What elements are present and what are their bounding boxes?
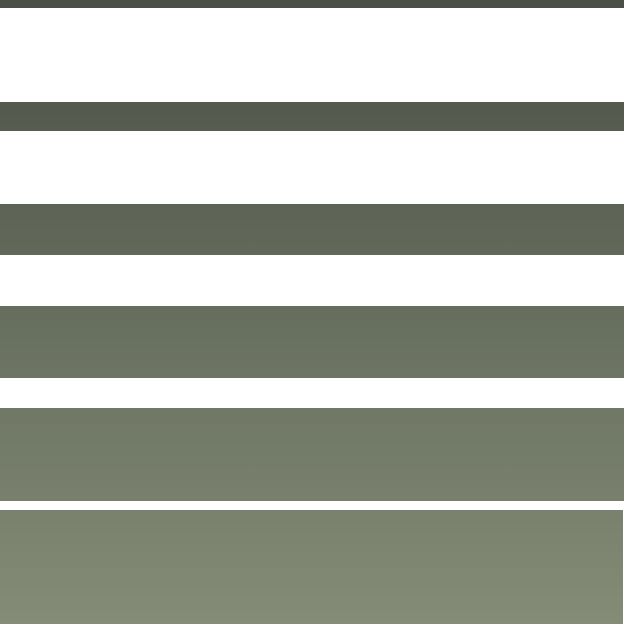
stripe-6	[0, 510, 623, 624]
stripe-3	[0, 204, 624, 255]
stripe-5	[0, 408, 624, 501]
stripe-1	[0, 0, 624, 8]
stripe-2	[0, 102, 624, 131]
stripe-4	[0, 306, 624, 378]
